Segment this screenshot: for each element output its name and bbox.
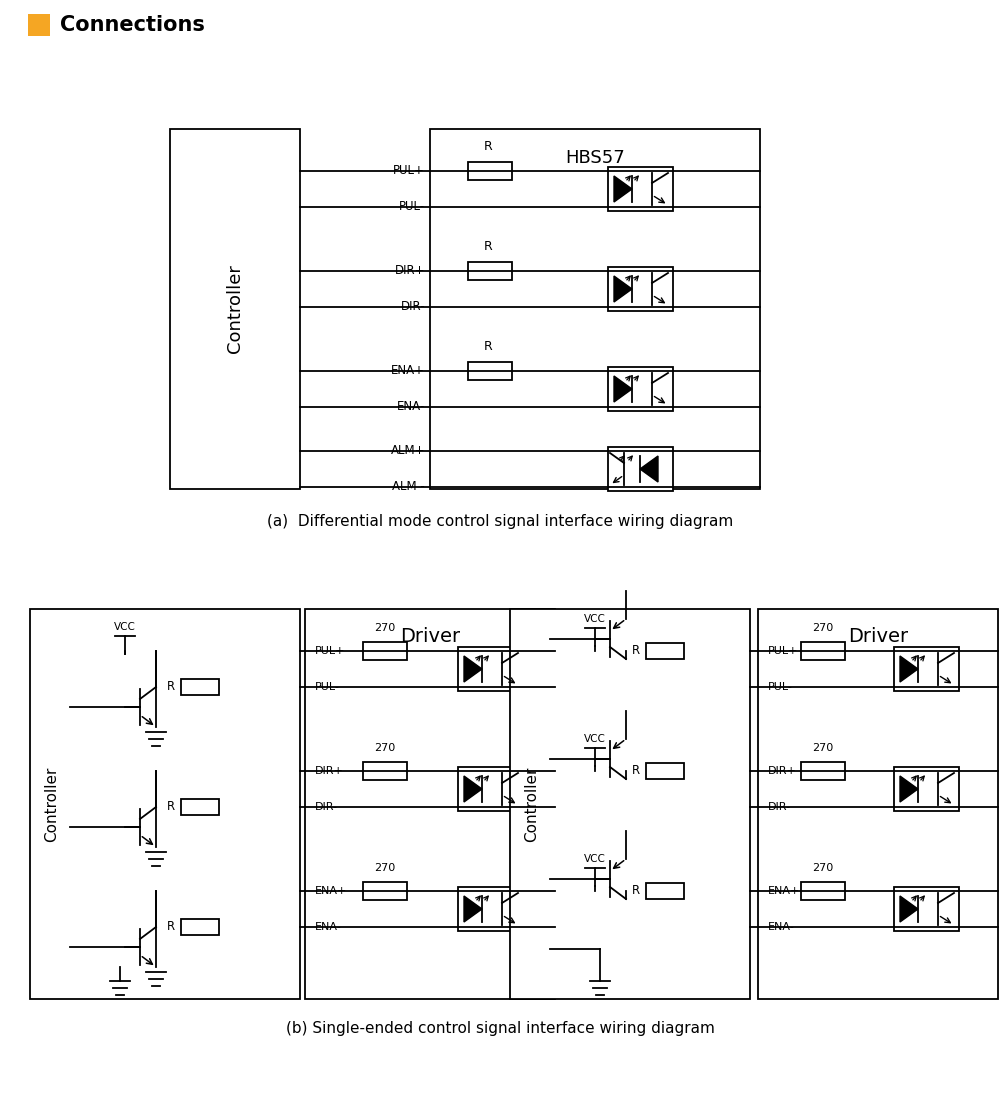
Text: Connections: Connections [60,16,205,35]
Bar [363,762,407,780]
Text: DIR-: DIR- [315,802,338,812]
Text: Driver: Driver [848,627,908,647]
Bar [30,609,300,999]
Bar [468,362,512,380]
Bar [170,129,300,489]
Text: PUL+: PUL+ [768,647,798,657]
Bar [305,609,555,999]
Text: R: R [484,140,492,153]
Text: ENA+: ENA+ [391,365,425,377]
Bar [646,763,684,779]
Bar [608,367,672,411]
Text: R: R [484,240,492,253]
Text: ENA+: ENA+ [768,886,800,896]
Text: R: R [167,801,175,814]
Bar [430,129,760,489]
Polygon shape [900,657,918,682]
Text: Driver: Driver [400,627,460,647]
Text: ENA-: ENA- [768,922,795,932]
Text: PUL+: PUL+ [315,647,346,657]
Text: ENA-: ENA- [315,922,342,932]
Text: ALM+: ALM+ [390,445,425,458]
Polygon shape [640,456,658,482]
Text: (a)  Differential mode control signal interface wiring diagram: (a) Differential mode control signal int… [267,513,733,529]
Text: R: R [167,920,175,934]
Bar [646,883,684,899]
Text: 270: 270 [374,863,396,873]
Text: DIR+: DIR+ [394,265,425,277]
Text: Controller: Controller [44,766,60,842]
Bar [894,647,958,691]
Text: R: R [167,681,175,693]
Text: R: R [632,644,640,658]
Bar [458,767,522,811]
Text: ENA+: ENA+ [315,886,347,896]
Text: 270: 270 [374,623,396,633]
Bar [181,798,219,815]
Text: R: R [632,885,640,897]
Bar [608,447,672,491]
Bar [181,679,219,695]
Text: PUL-: PUL- [768,682,793,692]
Text: VCC: VCC [584,614,606,624]
Polygon shape [464,896,482,922]
Text: DIR-: DIR- [768,802,791,812]
Text: ALM -: ALM - [392,480,425,494]
Text: VCC: VCC [114,622,136,632]
Bar [458,887,522,930]
Bar [758,609,998,999]
Bar [646,643,684,659]
Text: 270: 270 [812,863,834,873]
Text: PUL-: PUL- [399,201,425,214]
Text: PUL-: PUL- [315,682,340,692]
Polygon shape [900,896,918,922]
Text: ENA-: ENA- [397,400,425,414]
Text: HBS57: HBS57 [565,149,625,167]
Bar [608,267,672,311]
Polygon shape [464,776,482,802]
Bar [801,642,845,660]
Text: Controller: Controller [524,766,540,842]
Text: 270: 270 [812,623,834,633]
Polygon shape [614,376,632,401]
Bar [801,762,845,780]
Polygon shape [614,176,632,202]
Text: PUL+: PUL+ [393,164,425,177]
Bar [801,882,845,901]
Bar [608,167,672,211]
Text: 270: 270 [374,743,396,753]
Bar [894,767,958,811]
Bar [468,162,512,180]
Bar [181,919,219,935]
Polygon shape [464,657,482,682]
Text: R: R [484,340,492,353]
Polygon shape [614,276,632,302]
Text: R: R [632,764,640,777]
Text: DIR+: DIR+ [768,766,797,776]
Bar [458,647,522,691]
Text: DIR-: DIR- [400,301,425,314]
Text: Controller: Controller [226,265,244,354]
Bar [894,887,958,930]
Bar [510,609,750,999]
Polygon shape [900,776,918,802]
Bar [28,14,50,35]
Text: VCC: VCC [584,734,606,744]
Text: 270: 270 [812,743,834,753]
Bar [363,882,407,901]
Bar [468,262,512,279]
Text: DIR+: DIR+ [315,766,344,776]
Text: VCC: VCC [584,854,606,864]
Bar [363,642,407,660]
Text: (b) Single-ended control signal interface wiring diagram: (b) Single-ended control signal interfac… [286,1021,714,1036]
